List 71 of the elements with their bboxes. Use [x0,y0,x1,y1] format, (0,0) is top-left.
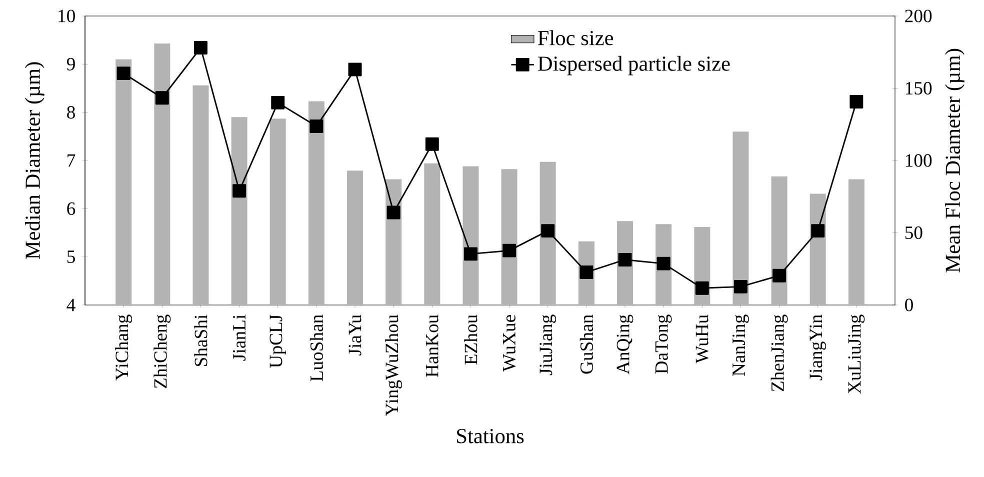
point [271,96,285,110]
point [232,184,246,198]
x-tick-label: ZhiCheng [154,314,171,388]
y-tick-label: 6 [67,202,76,215]
y2-tick-label: 0 [905,298,913,312]
y2-tick-label: 50 [905,226,922,240]
point [541,224,555,238]
y2-axis-title: Mean Floc Diameter (µm) [945,48,964,272]
x-tick-label: ShaShi [194,314,208,366]
bar [732,132,749,305]
x-tick-label: DaTong [655,314,672,374]
bar [116,59,132,305]
x-tick-label: LuoShan [310,314,324,382]
point [695,281,709,295]
x-tick-label: JiangYin [810,314,826,380]
bar [192,85,209,305]
y-tick-label: 5 [67,250,75,264]
x-tick-label: UpCLJ [270,314,286,368]
x-tick-label: AnQing [616,314,634,374]
bar [270,118,286,305]
y-axis-title: Median Diameter (µm) [24,62,44,260]
bar [231,117,248,305]
x-tick-label: XuLiuJing [848,314,865,394]
y2-tick-label: 150 [906,82,932,95]
x-tick-label: HanKou [426,314,438,378]
x-tick-label: ZhenJiang [770,314,788,392]
x-tick-label: JiaYu [348,314,362,356]
x-tick-label: YiChang [115,314,132,380]
point [348,62,362,76]
point [464,247,478,261]
x-tick-label: NanJing [732,314,749,376]
bar [848,179,864,305]
x-tick-label: WuHu [696,314,708,364]
bar [771,176,788,305]
point [116,66,130,80]
x-tick-label: GuShan [580,314,594,374]
bar [347,170,364,305]
legend-label: Floc size [538,30,614,46]
point [772,268,786,282]
point [580,266,594,279]
bar [540,162,556,305]
y2-tick-label: 100 [906,154,932,167]
point [656,256,670,270]
x-tick-label: EZhou [464,314,478,365]
x-tick-label: WuXue [503,314,516,372]
point [386,206,400,220]
point [618,252,632,266]
point [502,244,516,258]
x-tick-label: JianLi [233,314,246,361]
point [155,91,169,105]
legend-label: Dispersed particle size [538,56,730,76]
x-axis-title: Stations [457,428,524,444]
bar [308,101,324,305]
y2-tick-label: 200 [905,10,932,22]
x-tick-label: YingWuZhou [385,314,402,416]
bar [462,166,479,305]
y-tick-label: 7 [68,154,76,167]
y-tick-label: 4 [66,298,76,312]
bar [501,169,518,305]
y-tick-label: 9 [66,58,75,70]
x-tick-label: JiuJiang [540,314,556,376]
point [734,280,748,294]
bar [154,43,170,305]
point [425,137,439,151]
bar [424,163,440,305]
point [850,95,864,108]
y-tick-label: 8 [67,106,75,119]
point [811,224,825,238]
y-tick-label: 10 [58,10,75,22]
point [310,120,324,134]
point [194,41,208,55]
